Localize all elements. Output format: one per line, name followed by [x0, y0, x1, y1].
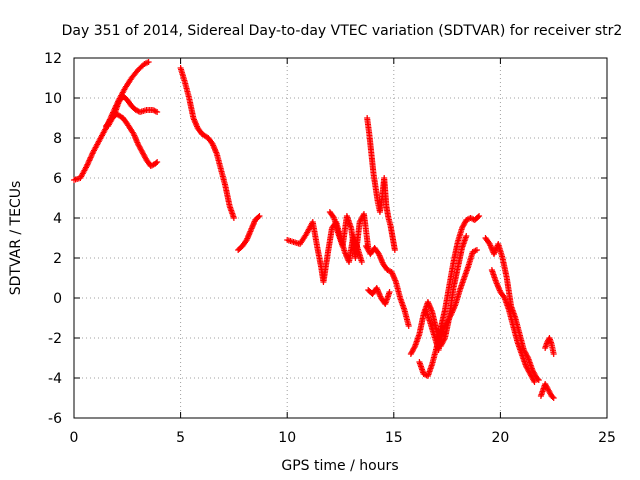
data-point — [330, 213, 337, 220]
data-point — [358, 259, 365, 265]
y-tick-label: -2 — [48, 331, 62, 347]
axis-ticks: 0 5 10 15 20 25 -6 -4 -2 0 2 4 6 8 10 12 — [44, 51, 616, 446]
x-tick-label: 10 — [278, 430, 296, 446]
data-point — [151, 107, 158, 114]
y-tick-label: 4 — [53, 211, 62, 227]
data-point — [153, 160, 160, 166]
series-seg-mid-c — [363, 243, 412, 329]
series-seg-descent — [177, 65, 237, 221]
data-point — [145, 59, 152, 65]
data-point — [550, 351, 557, 357]
data-point — [549, 394, 556, 400]
data-marks — [71, 59, 557, 401]
series-seg-end-b — [542, 335, 557, 357]
x-tick-label: 5 — [176, 430, 185, 446]
y-axis-label: SDTVAR / TECUs — [8, 181, 24, 296]
data-point — [405, 323, 412, 329]
data-point — [550, 395, 557, 401]
x-axis-label: GPS time / hours — [281, 458, 398, 474]
y-tick-label: 8 — [53, 131, 62, 147]
x-tick-label: 25 — [598, 430, 616, 446]
data-point — [530, 377, 537, 384]
y-tick-label: -6 — [48, 411, 62, 427]
data-point — [386, 289, 393, 295]
data-point — [447, 312, 454, 319]
data-point — [152, 108, 159, 115]
data-point — [391, 247, 398, 253]
y-tick-label: 10 — [44, 91, 62, 107]
data-point — [411, 344, 418, 351]
chart-title: Day 351 of 2014, Sidereal Day-to-day VTE… — [62, 23, 623, 39]
y-tick-label: 6 — [53, 171, 62, 187]
series-seg-rebound — [235, 213, 263, 253]
x-tick-label: 0 — [70, 430, 79, 446]
x-tick-label: 20 — [491, 430, 509, 446]
data-point — [475, 214, 482, 220]
data-point — [472, 247, 479, 254]
y-tick-label: 0 — [53, 291, 62, 307]
series-seg-mid-b — [326, 209, 372, 261]
series-seg-early-mid — [105, 93, 161, 129]
series-seg-late-b — [488, 267, 538, 385]
data-point — [256, 213, 263, 219]
data-point — [230, 215, 237, 221]
data-point — [500, 293, 507, 300]
grid — [74, 58, 607, 418]
data-point — [255, 214, 262, 220]
data-point — [531, 379, 538, 385]
data-point — [463, 233, 470, 239]
series-seg-early-lower — [102, 111, 161, 169]
series-seg-end — [537, 381, 557, 401]
y-tick-label: 12 — [44, 51, 62, 67]
series-seg-late — [482, 235, 542, 383]
y-tick-label: -4 — [48, 371, 62, 387]
data-point — [154, 159, 161, 165]
data-point — [154, 109, 161, 115]
series-seg-trough-b — [416, 213, 483, 379]
data-point — [535, 377, 542, 383]
data-point — [473, 247, 480, 253]
series-seg-trough-c — [422, 247, 480, 353]
x-tick-label: 15 — [385, 430, 403, 446]
plot-frame — [73, 57, 608, 419]
data-point — [476, 213, 483, 219]
y-tick-label: 2 — [53, 251, 62, 267]
series-seg-mid-d — [365, 285, 393, 307]
series-seg-spike — [364, 115, 398, 253]
